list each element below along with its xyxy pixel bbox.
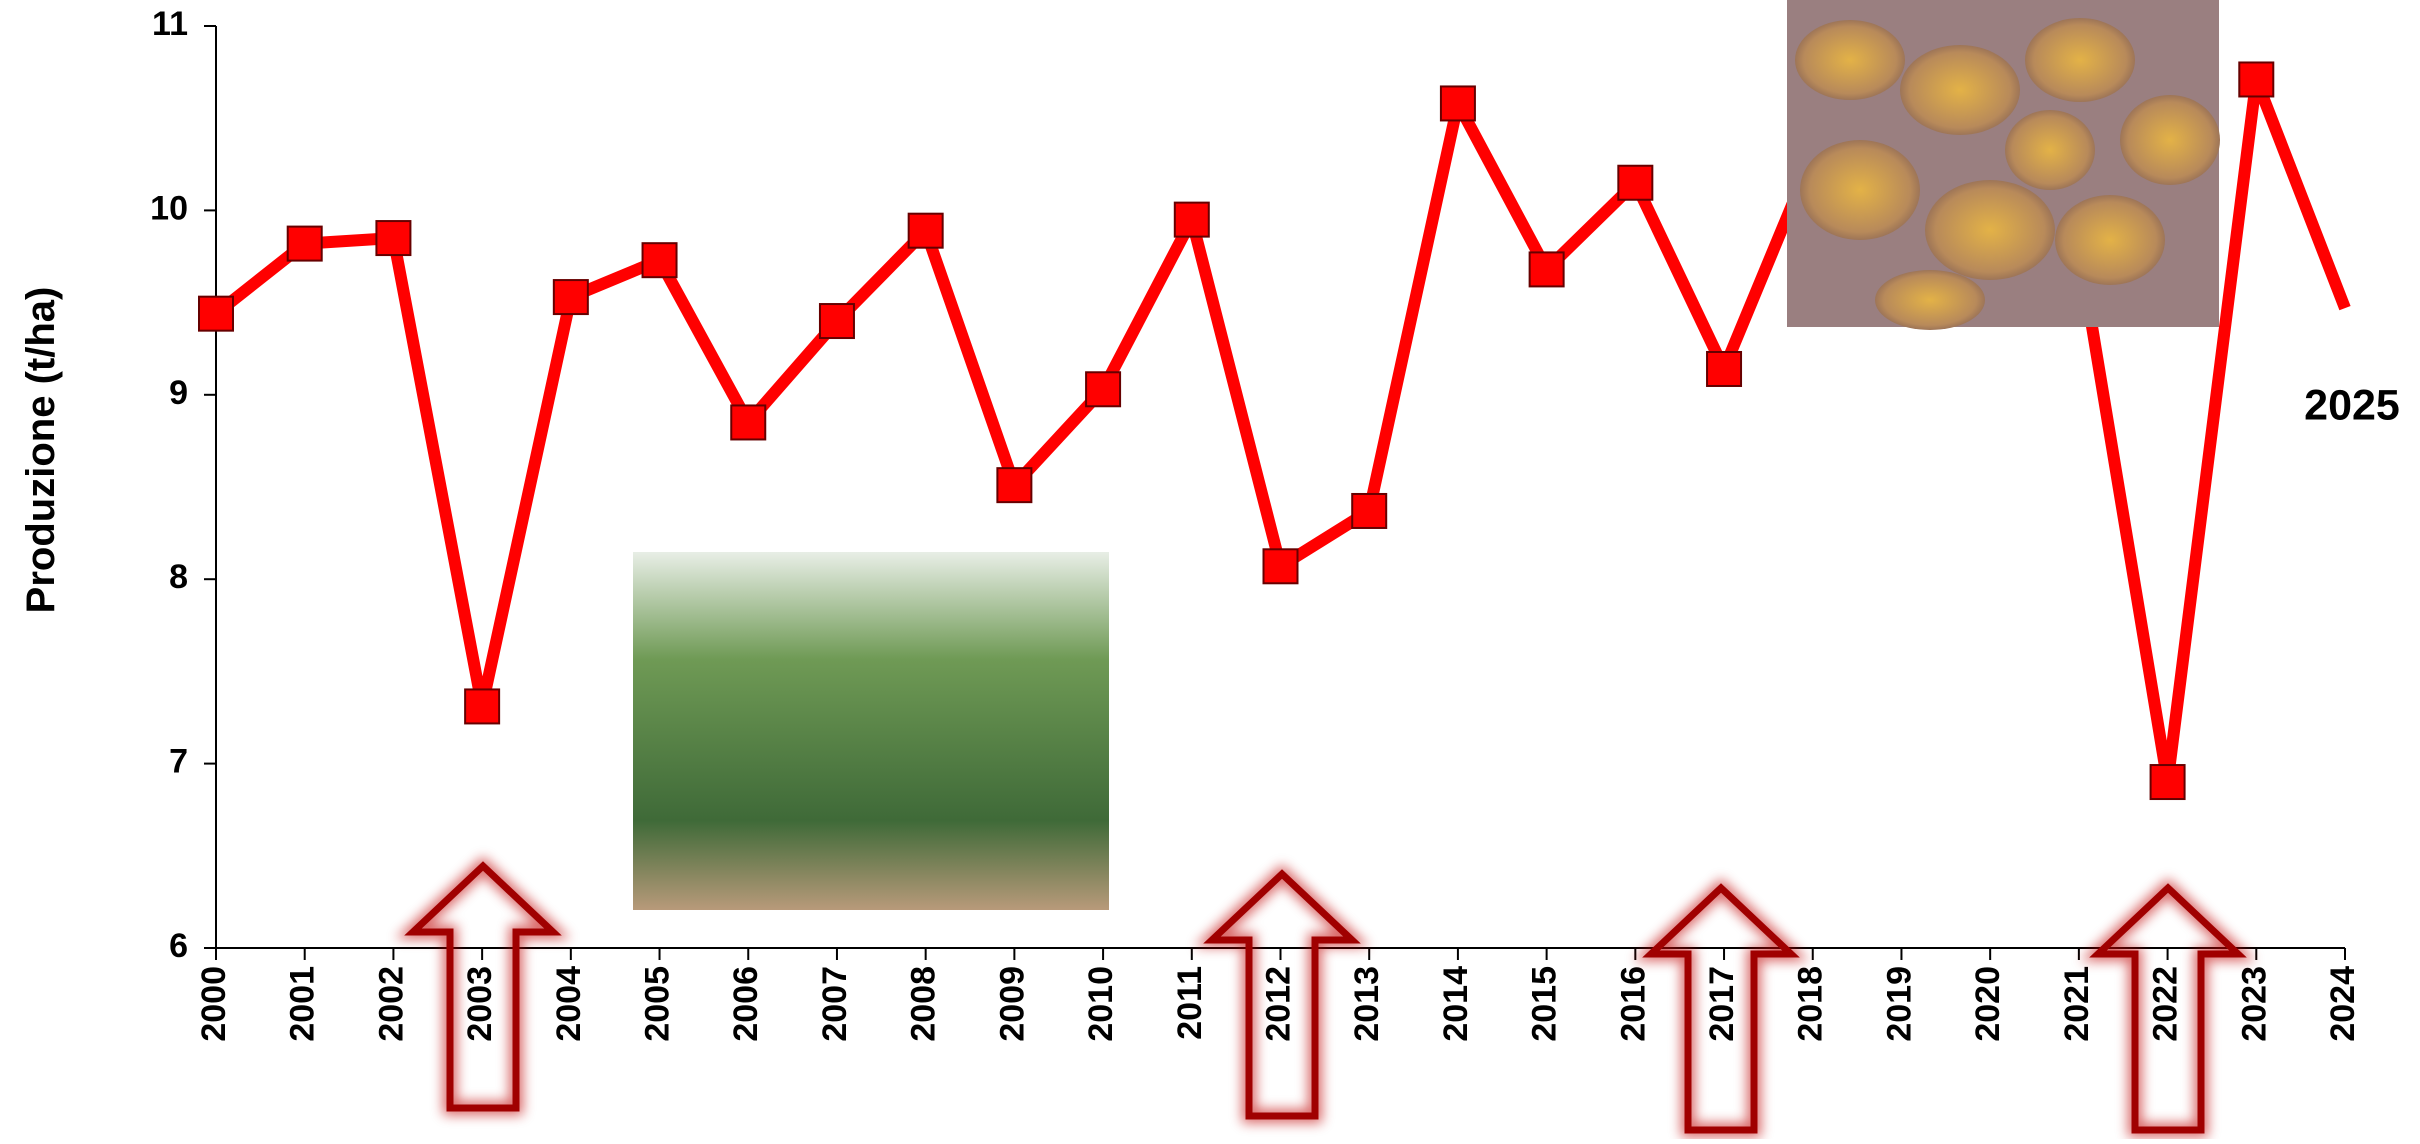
data-marker [1173,201,1210,238]
data-marker [730,404,767,441]
images [633,0,2220,910]
data-marker [1706,350,1743,387]
x-tick-label: 2023 [2235,966,2273,1042]
x-tick-label: 2020 [1969,966,2007,1042]
data-marker [1439,85,1476,122]
corn-field-photo [633,552,1109,910]
x-tick-label: 2008 [905,966,943,1042]
x-tick-label: 2011 [1171,966,1209,1040]
x-tick-label: 2002 [372,966,410,1042]
x-tick-label: 2009 [993,966,1031,1042]
arrow [395,856,571,1115]
data-marker [198,295,234,332]
y-tick-label: 6 [169,927,188,965]
y-tick-label: 10 [150,189,188,227]
data-marker [2149,764,2186,801]
data-marker [996,467,1033,504]
corn-kernels-photo [1787,0,2220,330]
y-axis-label: Produzione (t/ha) [19,287,63,614]
x-tick-label: 2022 [2147,966,2185,1042]
data-marker [641,242,678,279]
x-tick-label: 2021 [2058,966,2096,1042]
data-marker [375,220,412,257]
x-tick-label: 2007 [816,966,854,1042]
axes: 6 7 8 9 10 11 2000 2001 2002 2003 2004 2005 2006 2007… [150,5,2362,1042]
data-marker [2238,61,2275,98]
arrow [1194,864,1370,1123]
x-tick-label: 2016 [1614,966,1652,1042]
x-tick-label: 2005 [639,966,677,1042]
data-marker [907,212,944,249]
y-tick-label: 8 [169,558,188,596]
x-tick-label: 2004 [550,966,588,1042]
arrow [2080,878,2256,1137]
x-tick-label: 2006 [727,966,765,1042]
data-marker [818,303,855,340]
x-tick-label: 2000 [195,966,233,1042]
data-marker [1351,492,1388,529]
x-tick-label: 2019 [1880,966,1918,1042]
data-marker [552,279,589,316]
y-tick-label: 9 [169,374,188,412]
data-marker [1617,164,1654,201]
x-tick-label: 2003 [461,966,499,1042]
x-tick-label: 2001 [284,966,322,1042]
x-tick-label: 2024 [2324,966,2362,1042]
y-tick-label: 7 [169,743,188,781]
data-marker [464,688,501,725]
x-tick-label: 2012 [1259,966,1297,1042]
arrows [395,856,2256,1137]
y-tick-label: 11 [152,5,188,43]
data-marker [1085,371,1122,408]
x-tick-label: 2015 [1526,966,1564,1042]
x-tick-label: 2018 [1792,966,1830,1042]
x-tick-label: 2014 [1437,966,1475,1042]
annotation: 2025 [2304,381,2400,429]
x-tick-label: 2010 [1082,966,1120,1042]
x-tick-label: 2017 [1703,966,1741,1042]
data-marker [1262,548,1299,585]
data-marker [1528,251,1565,288]
x-tick-label: 2013 [1348,966,1386,1042]
data-marker [286,225,323,262]
arrow [1633,878,1809,1137]
